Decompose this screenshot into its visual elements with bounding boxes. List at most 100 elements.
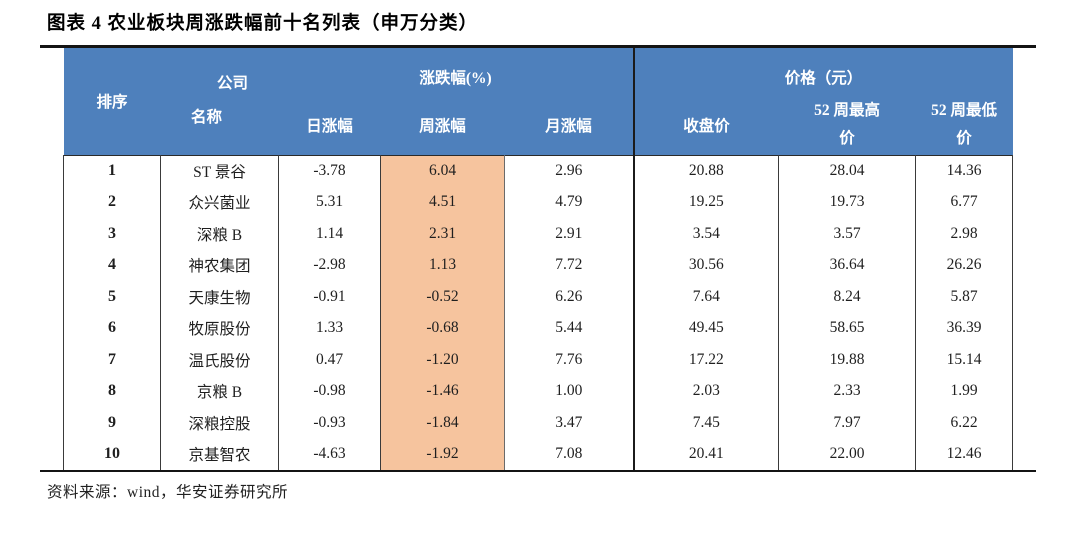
52w-high-cell: 19.73 xyxy=(778,186,917,218)
company-cell: 温氏股份 xyxy=(160,344,279,376)
month-change-cell: 2.96 xyxy=(503,154,635,187)
week-change-cell: 6.04 xyxy=(380,154,505,187)
52w-high-cell: 3.57 xyxy=(778,218,917,250)
title-underline xyxy=(40,45,1036,48)
table-row: 2 众兴菌业 5.31 4.51 4.79 19.25 19.73 6.77 xyxy=(63,186,1014,218)
day-change-cell: -4.63 xyxy=(278,438,381,470)
52w-high-cell: 2.33 xyxy=(778,375,917,407)
month-change-cell: 4.79 xyxy=(503,186,635,218)
52w-low-header-line1: 52 周最低 xyxy=(931,101,997,119)
52w-low-cell: 12.46 xyxy=(915,438,1014,470)
company-cell: 深粮控股 xyxy=(160,407,279,439)
close-price-cell: 7.45 xyxy=(632,407,780,439)
52w-low-cell: 2.98 xyxy=(915,218,1014,250)
source-note: 资料来源：wind，华安证券研究所 xyxy=(47,484,289,501)
52w-high-header-line2: 价 xyxy=(839,130,855,148)
day-change-cell: 5.31 xyxy=(278,186,381,218)
rank-cell: 7 xyxy=(63,344,161,376)
rank-cell: 1 xyxy=(63,154,161,187)
rank-cell: 2 xyxy=(63,186,161,218)
52w-low-cell: 5.87 xyxy=(915,281,1014,313)
close-price-cell: 20.88 xyxy=(632,154,780,187)
month-change-cell: 3.47 xyxy=(503,407,635,439)
price-group-header: 价格（元） xyxy=(632,48,1013,96)
day-change-cell: 1.33 xyxy=(278,312,381,344)
close-price-cell: 49.45 xyxy=(632,312,780,344)
52w-high-cell: 19.88 xyxy=(778,344,917,376)
close-price-cell: 19.25 xyxy=(632,186,780,218)
close-price-cell: 2.03 xyxy=(632,375,780,407)
month-change-cell: 2.91 xyxy=(503,218,635,250)
close-price-header: 收盘价 xyxy=(632,96,779,155)
company-cell: 京粮 B xyxy=(160,375,279,407)
52w-high-header: 52 周最高 价 xyxy=(778,96,916,155)
rank-cell: 10 xyxy=(63,438,161,470)
change-group-header: 涨跌幅(%) xyxy=(278,48,634,96)
day-change-cell: -2.98 xyxy=(278,249,381,281)
52w-high-header-line1: 52 周最高 xyxy=(814,101,880,119)
day-change-header: 日涨幅 xyxy=(278,96,381,155)
52w-high-cell: 58.65 xyxy=(778,312,917,344)
day-change-cell: 0.47 xyxy=(278,344,381,376)
table-row: 5 天康生物 -0.91 -0.52 6.26 7.64 8.24 5.87 xyxy=(63,281,1014,313)
table-row: 4 神农集团 -2.98 1.13 7.72 30.56 36.64 26.26 xyxy=(63,249,1014,281)
table-row: 1 ST 景谷 -3.78 6.04 2.96 20.88 28.04 14.3… xyxy=(63,154,1014,187)
company-cell: ST 景谷 xyxy=(160,154,279,187)
close-price-cell: 7.64 xyxy=(632,281,780,313)
52w-low-cell: 1.99 xyxy=(915,375,1014,407)
week-change-cell: -1.84 xyxy=(380,407,505,439)
52w-low-cell: 26.26 xyxy=(915,249,1014,281)
close-price-cell: 20.41 xyxy=(632,438,780,470)
rank-header: 排序 xyxy=(63,48,161,155)
company-header-line1: 公司 xyxy=(216,75,248,93)
week-change-cell: -1.92 xyxy=(380,438,505,470)
52w-low-cell: 36.39 xyxy=(915,312,1014,344)
figure-title: 图表 4 农业板块周涨跌幅前十名列表（申万分类） xyxy=(47,14,479,34)
table-row: 10 京基智农 -4.63 -1.92 7.08 20.41 22.00 12.… xyxy=(63,438,1014,470)
close-price-cell: 17.22 xyxy=(632,344,780,376)
month-change-cell: 7.72 xyxy=(503,249,635,281)
day-change-cell: 1.14 xyxy=(278,218,381,250)
company-cell: 牧原股份 xyxy=(160,312,279,344)
52w-low-cell: 15.14 xyxy=(915,344,1014,376)
company-cell: 神农集团 xyxy=(160,249,279,281)
bottom-rule xyxy=(40,470,1036,472)
day-change-cell: -0.93 xyxy=(278,407,381,439)
company-header: 公司 名称 xyxy=(160,48,279,155)
52w-high-cell: 22.00 xyxy=(778,438,917,470)
company-cell: 众兴菌业 xyxy=(160,186,279,218)
month-change-cell: 7.76 xyxy=(503,344,635,376)
table-row: 9 深粮控股 -0.93 -1.84 3.47 7.45 7.97 6.22 xyxy=(63,407,1014,439)
week-change-cell: 2.31 xyxy=(380,218,505,250)
52w-low-header: 52 周最低 价 xyxy=(915,96,1013,155)
company-cell: 京基智农 xyxy=(160,438,279,470)
52w-high-cell: 8.24 xyxy=(778,281,917,313)
rank-cell: 6 xyxy=(63,312,161,344)
52w-low-cell: 6.22 xyxy=(915,407,1014,439)
week-change-cell: -1.46 xyxy=(380,375,505,407)
table-row: 3 深粮 B 1.14 2.31 2.91 3.54 3.57 2.98 xyxy=(63,218,1014,250)
week-change-cell: -0.52 xyxy=(380,281,505,313)
week-change-header: 周涨幅 xyxy=(380,96,505,155)
day-change-cell: -0.91 xyxy=(278,281,381,313)
company-cell: 深粮 B xyxy=(160,218,279,250)
rank-cell: 8 xyxy=(63,375,161,407)
stock-table: 排序 公司 名称 涨跌幅(%) 价格（元） 日涨幅 周涨幅 月涨幅 收盘价 52… xyxy=(63,48,1014,470)
52w-high-cell: 7.97 xyxy=(778,407,917,439)
52w-high-cell: 36.64 xyxy=(778,249,917,281)
table-row: 8 京粮 B -0.98 -1.46 1.00 2.03 2.33 1.99 xyxy=(63,375,1014,407)
week-change-cell: -1.20 xyxy=(380,344,505,376)
rank-cell: 9 xyxy=(63,407,161,439)
day-change-cell: -3.78 xyxy=(278,154,381,187)
week-change-cell: 1.13 xyxy=(380,249,505,281)
month-change-cell: 5.44 xyxy=(503,312,635,344)
day-change-cell: -0.98 xyxy=(278,375,381,407)
52w-high-cell: 28.04 xyxy=(778,154,917,187)
rank-cell: 3 xyxy=(63,218,161,250)
table-row: 7 温氏股份 0.47 -1.20 7.76 17.22 19.88 15.14 xyxy=(63,344,1014,376)
close-price-cell: 3.54 xyxy=(632,218,780,250)
52w-low-cell: 6.77 xyxy=(915,186,1014,218)
week-change-cell: -0.68 xyxy=(380,312,505,344)
table-row: 6 牧原股份 1.33 -0.68 5.44 49.45 58.65 36.39 xyxy=(63,312,1014,344)
month-change-header: 月涨幅 xyxy=(504,96,634,155)
